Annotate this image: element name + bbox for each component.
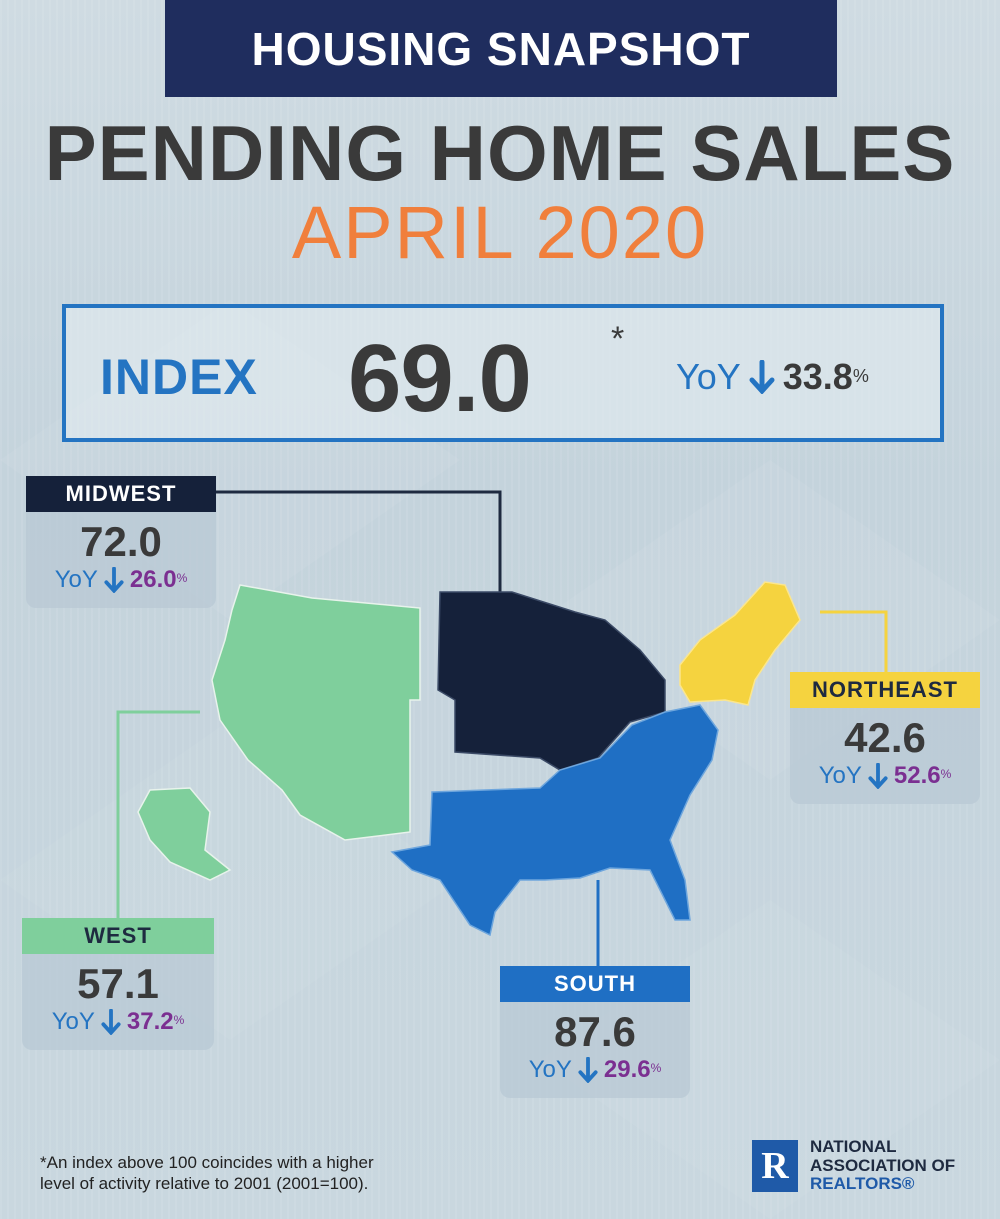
yoy-label: YoY: [818, 762, 862, 789]
pct-sign: %: [173, 1013, 185, 1028]
footnote-line: *An index above 100 coincides with a hig…: [40, 1153, 374, 1172]
pct-sign: %: [176, 571, 188, 586]
west-region: [211, 584, 421, 841]
pct-sign: %: [650, 1061, 662, 1076]
south-region: [390, 704, 719, 937]
nar-logo: R NATIONAL ASSOCIATION OF REALTORS®: [752, 1137, 956, 1194]
index-yoy: YoY 33.8%: [676, 356, 869, 398]
index-asterisk: *: [611, 320, 625, 358]
northeast-connector: [820, 610, 888, 672]
region-yoy-midwest: YoY 26.0%: [26, 566, 216, 608]
arrow-down-icon: [749, 360, 775, 394]
yoy-label: YoY: [51, 1008, 95, 1035]
yoy-label: YoY: [528, 1056, 572, 1083]
arrow-down-icon: [868, 763, 888, 789]
region-yoy-northeast: YoY 52.6%: [790, 762, 980, 804]
yoy-value: 52.6: [893, 762, 941, 789]
header-banner: HOUSING SNAPSHOT: [165, 0, 837, 97]
region-value-midwest: 72.0: [80, 518, 162, 565]
yoy-label: YoY: [54, 566, 98, 593]
arrow-down-icon: [101, 1009, 121, 1035]
arrow-down-icon: [104, 567, 124, 593]
realtor-r-icon: R: [752, 1140, 798, 1193]
arrow-down-icon: [578, 1057, 598, 1083]
logo-line: REALTORS®: [810, 1174, 915, 1194]
region-midwest: MIDWEST 72.0 YoY 26.0%: [26, 476, 216, 608]
northeast-region: [679, 581, 801, 706]
footnote: *An index above 100 coincides with a hig…: [40, 1152, 480, 1195]
yoy-value: 33.8: [782, 356, 853, 397]
yoy-label: YoY: [676, 356, 741, 397]
midwest-connector: [216, 490, 502, 592]
region-value-south: 87.6: [554, 1008, 636, 1055]
page-subtitle: APRIL 2020: [291, 191, 709, 274]
region-card-west: 57.1 YoY 37.2%: [22, 954, 214, 1050]
region-card-midwest: 72.0 YoY 26.0%: [26, 512, 216, 608]
yoy-value: 37.2: [126, 1008, 174, 1035]
west-connector: [116, 710, 200, 918]
pct-sign: %: [852, 365, 869, 386]
region-value-northeast: 42.6: [844, 714, 926, 761]
logo-line: ASSOCIATION OF: [810, 1155, 956, 1175]
alaska-shape: [137, 787, 232, 881]
index-value: 69.0: [348, 325, 532, 432]
region-northeast: NORTHEAST 42.6 YoY 52.6%: [790, 672, 980, 804]
nar-logo-text: NATIONAL ASSOCIATION OF REALTORS®: [810, 1137, 956, 1194]
region-value-west: 57.1: [77, 960, 159, 1007]
logo-line: NATIONAL: [810, 1137, 897, 1156]
region-west: WEST 57.1 YoY 37.2%: [22, 918, 214, 1050]
region-tag-south: SOUTH: [500, 966, 690, 1002]
yoy-value: 29.6: [603, 1056, 651, 1083]
pct-sign: %: [940, 767, 952, 782]
region-card-south: 87.6 YoY 29.6%: [500, 1002, 690, 1098]
yoy-value: 26.0: [129, 566, 177, 593]
index-label: INDEX: [100, 349, 258, 405]
index-panel: INDEX 69.0 * YoY 33.8%: [62, 304, 944, 442]
region-card-northeast: 42.6 YoY 52.6%: [790, 708, 980, 804]
page-title: PENDING HOME SALES: [44, 109, 956, 197]
region-tag-midwest: MIDWEST: [26, 476, 216, 512]
region-south: SOUTH 87.6 YoY 29.6%: [500, 966, 690, 1098]
region-tag-northeast: NORTHEAST: [790, 672, 980, 708]
midwest-region: [437, 591, 666, 771]
region-yoy-south: YoY 29.6%: [500, 1056, 690, 1098]
banner-text: HOUSING SNAPSHOT: [251, 22, 751, 75]
footnote-line: level of activity relative to 2001 (2001…: [40, 1174, 369, 1194]
region-yoy-west: YoY 37.2%: [22, 1008, 214, 1050]
region-tag-west: WEST: [22, 918, 214, 954]
